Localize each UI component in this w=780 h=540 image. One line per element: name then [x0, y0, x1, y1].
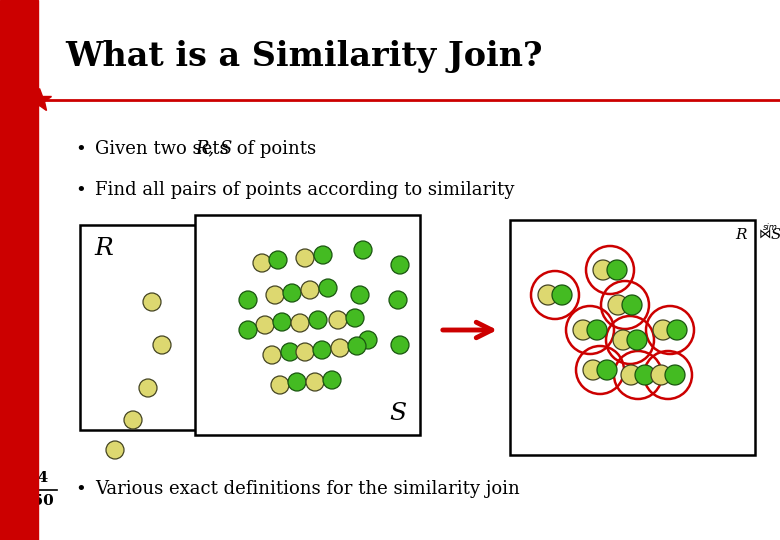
Text: •: •: [75, 480, 86, 498]
Circle shape: [538, 285, 558, 305]
Circle shape: [273, 313, 291, 331]
Text: R, S: R, S: [195, 139, 232, 158]
Circle shape: [256, 316, 274, 334]
Circle shape: [266, 286, 284, 304]
Circle shape: [288, 373, 306, 391]
Circle shape: [296, 249, 314, 267]
Circle shape: [613, 330, 633, 350]
Circle shape: [667, 320, 687, 340]
Circle shape: [319, 279, 337, 297]
Circle shape: [621, 365, 641, 385]
Text: 14: 14: [27, 471, 48, 485]
Circle shape: [301, 281, 319, 299]
Text: ⋈: ⋈: [759, 228, 771, 241]
Circle shape: [653, 320, 673, 340]
Text: of points: of points: [231, 139, 316, 158]
Circle shape: [348, 337, 366, 355]
Circle shape: [269, 251, 287, 269]
Circle shape: [323, 371, 341, 389]
Circle shape: [627, 330, 647, 350]
Circle shape: [139, 379, 157, 397]
Circle shape: [583, 360, 603, 380]
Text: Various exact definitions for the similarity join: Various exact definitions for the simila…: [95, 480, 519, 498]
Text: R: R: [94, 237, 113, 260]
Circle shape: [389, 291, 407, 309]
Circle shape: [552, 285, 572, 305]
Circle shape: [665, 365, 685, 385]
Circle shape: [153, 336, 171, 354]
Circle shape: [143, 293, 161, 311]
Circle shape: [346, 309, 364, 327]
Circle shape: [253, 254, 271, 272]
Circle shape: [607, 260, 627, 280]
Circle shape: [263, 346, 281, 364]
Circle shape: [635, 365, 655, 385]
Circle shape: [622, 295, 642, 315]
Circle shape: [306, 373, 324, 391]
Text: •: •: [75, 139, 86, 158]
Text: What is a Similarity Join?: What is a Similarity Join?: [65, 40, 543, 73]
Circle shape: [329, 311, 347, 329]
Circle shape: [331, 339, 349, 357]
Text: Christian Böhm: Christian Böhm: [27, 279, 37, 348]
Circle shape: [281, 343, 299, 361]
Circle shape: [296, 343, 314, 361]
Circle shape: [593, 260, 613, 280]
Bar: [0, 0, 38, 540]
Circle shape: [359, 331, 377, 349]
Circle shape: [391, 336, 409, 354]
Circle shape: [573, 320, 593, 340]
Circle shape: [597, 360, 617, 380]
Circle shape: [608, 295, 628, 315]
Circle shape: [354, 241, 372, 259]
Text: 150: 150: [22, 494, 54, 508]
Circle shape: [351, 286, 369, 304]
Circle shape: [391, 256, 409, 274]
Bar: [510, 220, 755, 455]
Circle shape: [313, 341, 331, 359]
Circle shape: [106, 441, 124, 459]
Circle shape: [239, 291, 257, 309]
Circle shape: [291, 314, 309, 332]
Bar: [80, 225, 255, 430]
Bar: [195, 215, 420, 435]
Text: R: R: [736, 228, 747, 242]
Circle shape: [587, 320, 607, 340]
Text: Find all pairs of points according to similarity: Find all pairs of points according to si…: [95, 181, 514, 199]
Text: •: •: [75, 181, 86, 199]
Circle shape: [283, 284, 301, 302]
Text: S: S: [771, 228, 780, 242]
Circle shape: [651, 365, 671, 385]
Text: S: S: [389, 402, 406, 425]
Circle shape: [271, 376, 289, 394]
Text: sim: sim: [763, 223, 778, 232]
Circle shape: [239, 321, 257, 339]
Circle shape: [314, 246, 332, 264]
Text: Given two sets: Given two sets: [95, 139, 234, 158]
Circle shape: [309, 311, 327, 329]
Circle shape: [124, 411, 142, 429]
